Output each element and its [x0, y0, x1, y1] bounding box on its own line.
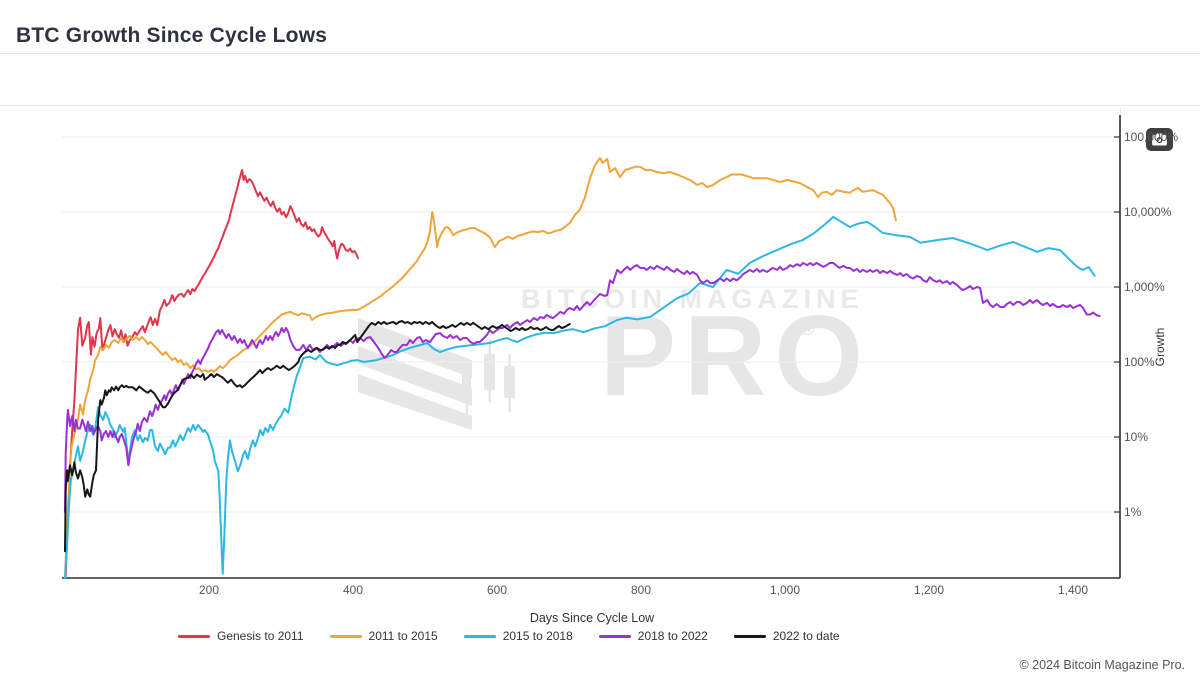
- divider: [0, 105, 1200, 106]
- legend-swatch-icon: [733, 634, 766, 638]
- legend-label: Genesis to 2011: [217, 629, 304, 643]
- camera-icon: [1152, 133, 1167, 146]
- legend-swatch-icon: [598, 634, 631, 638]
- legend-item-2011-to-2015[interactable]: 2011 to 2015: [329, 629, 438, 643]
- series-line-2018-to-2022[interactable]: [64, 262, 1101, 513]
- download-chart-image-button[interactable]: [1146, 128, 1173, 151]
- series-line-2022-to-date[interactable]: [64, 320, 571, 553]
- page-title: BTC Growth Since Cycle Lows: [16, 24, 328, 48]
- legend: Genesis to 2011 2011 to 2015 2015 to 2018 2…: [178, 629, 840, 643]
- legend-label: 2022 to date: [772, 629, 840, 643]
- legend-swatch-icon: [329, 634, 362, 638]
- series-line-2011-to-2015[interactable]: [64, 157, 897, 579]
- legend-label: 2015 to 2018: [502, 629, 573, 643]
- legend-swatch-icon: [463, 634, 496, 638]
- legend-item-2022-to-date[interactable]: 2022 to date: [733, 629, 840, 643]
- divider: [0, 53, 1200, 54]
- footer-copyright: © 2024 Bitcoin Magazine Pro.: [1019, 658, 1185, 672]
- series-line-genesis-to-2011[interactable]: [64, 169, 359, 577]
- legend-item-genesis-to-2011[interactable]: Genesis to 2011: [178, 629, 304, 643]
- legend-label: 2018 to 2022: [637, 629, 708, 643]
- series-line-2015-to-2018[interactable]: [64, 215, 1096, 579]
- legend-swatch-icon: [178, 634, 210, 638]
- legend-item-2018-to-2022[interactable]: 2018 to 2022: [598, 629, 708, 643]
- legend-label: 2011 to 2015: [368, 629, 438, 643]
- legend-item-2015-to-2018[interactable]: 2015 to 2018: [463, 629, 573, 643]
